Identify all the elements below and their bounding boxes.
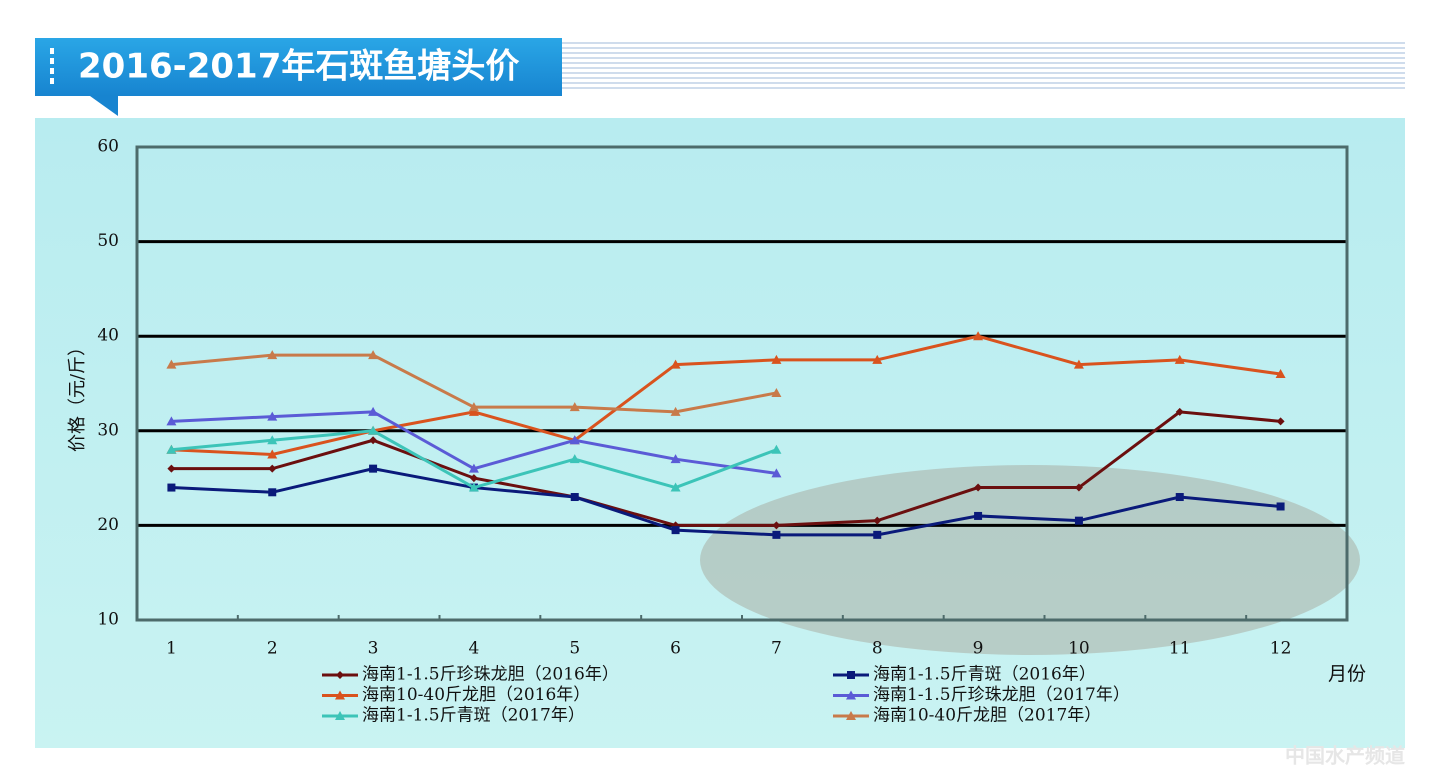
legend-label: 海南1-1.5斤青斑（2017年） xyxy=(362,706,585,726)
point xyxy=(569,454,580,464)
title-banner xyxy=(35,38,562,96)
banner-stripes xyxy=(562,42,1405,89)
point xyxy=(368,350,379,360)
point xyxy=(1074,516,1083,525)
y-tick-label: 40 xyxy=(97,326,119,346)
point xyxy=(368,406,379,416)
point xyxy=(1276,417,1285,426)
x-tick-label: 1 xyxy=(166,639,177,659)
point xyxy=(335,711,345,720)
point xyxy=(468,482,479,492)
point xyxy=(369,436,378,445)
point xyxy=(1275,369,1286,379)
series-line xyxy=(171,467,1281,537)
legend-label: 海南10-40斤龙胆（2017年） xyxy=(873,706,1101,726)
point xyxy=(1074,483,1083,492)
legend-label: 海南10-40斤龙胆（2016年） xyxy=(362,685,590,705)
point xyxy=(267,449,278,459)
point xyxy=(468,463,479,473)
point xyxy=(166,359,177,369)
point xyxy=(1276,502,1285,511)
chart-background xyxy=(35,118,1405,748)
point xyxy=(671,526,680,535)
x-tick-label: 12 xyxy=(1270,639,1292,659)
x-tick-label: 5 xyxy=(569,639,580,659)
x-tick-label: 6 xyxy=(670,639,681,659)
y-axis-label: 价格（元/斤） xyxy=(67,338,88,452)
x-axis-label: 月份 xyxy=(1328,663,1366,685)
series-line xyxy=(171,334,1281,456)
y-tick-label: 10 xyxy=(97,610,119,630)
point xyxy=(166,444,177,454)
x-tick-label: 10 xyxy=(1068,639,1090,659)
series-line xyxy=(171,410,1281,527)
point xyxy=(771,468,782,478)
point xyxy=(772,521,781,530)
point xyxy=(772,530,781,539)
point xyxy=(469,474,478,483)
point xyxy=(873,530,882,539)
point xyxy=(1175,407,1184,416)
point xyxy=(670,482,681,492)
point xyxy=(335,690,345,700)
point xyxy=(1073,359,1084,369)
point xyxy=(846,711,856,720)
x-tick-label: 11 xyxy=(1169,639,1191,659)
point xyxy=(468,402,479,412)
point xyxy=(771,387,782,397)
point xyxy=(167,464,176,473)
point xyxy=(873,516,882,525)
y-tick-label: 30 xyxy=(97,420,119,440)
point xyxy=(670,454,681,464)
point xyxy=(847,671,855,679)
point xyxy=(846,690,856,700)
y-tick-label: 60 xyxy=(97,137,119,157)
point xyxy=(670,359,681,369)
x-tick-label: 9 xyxy=(973,639,984,659)
point xyxy=(569,435,580,445)
x-tick-label: 2 xyxy=(267,639,278,659)
point xyxy=(974,511,983,520)
point xyxy=(468,406,479,416)
x-tick-label: 4 xyxy=(469,639,480,659)
legend-label: 海南1-1.5斤青斑（2016年） xyxy=(873,665,1096,685)
x-tick-label: 3 xyxy=(368,639,379,659)
y-tick-label: 20 xyxy=(97,515,119,535)
y-tick-label: 50 xyxy=(97,231,119,251)
point xyxy=(368,425,379,435)
point xyxy=(166,416,177,426)
x-tick-label: 7 xyxy=(771,639,782,659)
legend-label: 海南1-1.5斤珍珠龙胆（2016年） xyxy=(362,665,619,685)
fish-image xyxy=(700,465,1360,655)
point xyxy=(771,444,782,454)
point xyxy=(267,350,278,360)
point xyxy=(336,671,344,679)
point xyxy=(670,406,681,416)
point xyxy=(1175,493,1184,502)
point xyxy=(973,331,984,341)
point xyxy=(1174,354,1185,364)
point xyxy=(267,435,278,445)
x-tick-label: 8 xyxy=(872,639,883,659)
watermark: 中国水产频道 xyxy=(1285,744,1405,768)
point xyxy=(268,464,277,473)
point xyxy=(369,464,378,473)
banner-tail xyxy=(90,96,118,116)
chart-title: 2016-2017年石斑鱼塘头价 xyxy=(78,47,519,87)
point xyxy=(569,402,580,412)
point xyxy=(570,493,579,502)
point xyxy=(267,411,278,421)
point xyxy=(771,354,782,364)
point xyxy=(872,354,883,364)
point xyxy=(167,483,176,492)
legend-label: 海南1-1.5斤珍珠龙胆（2017年） xyxy=(873,685,1130,705)
point xyxy=(268,488,277,497)
banner-dots xyxy=(50,48,54,84)
point xyxy=(974,483,983,492)
